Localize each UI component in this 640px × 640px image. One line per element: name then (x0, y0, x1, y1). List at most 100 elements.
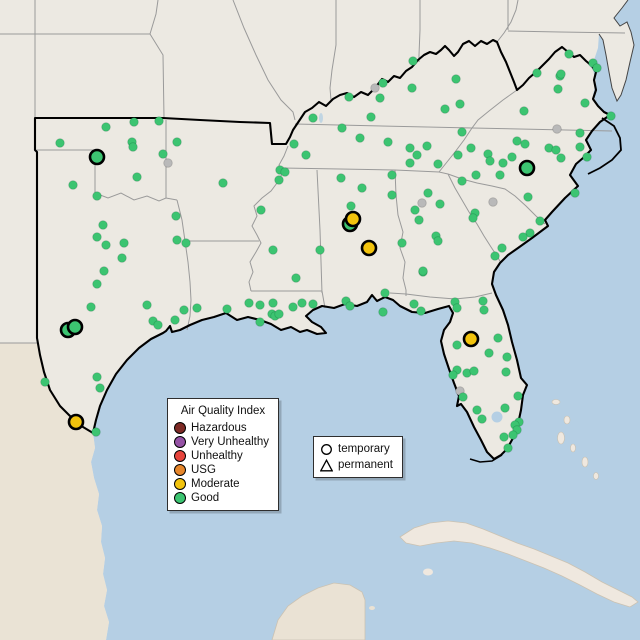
station-marker-good[interactable] (501, 367, 511, 377)
station-marker-good[interactable] (472, 405, 482, 415)
station-marker-large-good[interactable] (88, 148, 106, 166)
station-marker-good[interactable] (575, 128, 585, 138)
station-marker-good[interactable] (345, 301, 355, 311)
station-marker-good[interactable] (280, 167, 290, 177)
station-marker-good[interactable] (129, 117, 139, 127)
station-marker-good[interactable] (274, 309, 284, 319)
station-marker-good[interactable] (337, 123, 347, 133)
station-marker-good[interactable] (451, 74, 461, 84)
station-marker-good[interactable] (172, 235, 182, 245)
station-marker-good[interactable] (375, 93, 385, 103)
station-marker-good[interactable] (92, 279, 102, 289)
station-marker-good[interactable] (457, 176, 467, 186)
station-marker-good[interactable] (477, 414, 487, 424)
station-marker-good[interactable] (268, 245, 278, 255)
station-marker-good[interactable] (132, 172, 142, 182)
station-marker-good[interactable] (366, 112, 376, 122)
station-marker-good[interactable] (288, 302, 298, 312)
station-marker-good[interactable] (154, 116, 164, 126)
station-marker-good[interactable] (582, 152, 592, 162)
station-marker-good[interactable] (101, 240, 111, 250)
station-marker-good[interactable] (484, 348, 494, 358)
station-marker-good[interactable] (336, 173, 346, 183)
station-marker-missing[interactable] (370, 83, 380, 93)
station-marker-good[interactable] (455, 99, 465, 109)
station-marker-good[interactable] (291, 273, 301, 283)
station-marker-large-moderate[interactable] (462, 330, 480, 348)
station-marker-good[interactable] (308, 299, 318, 309)
station-marker-good[interactable] (397, 238, 407, 248)
station-marker-good[interactable] (158, 149, 168, 159)
station-marker-good[interactable] (101, 122, 111, 132)
station-marker-good[interactable] (86, 302, 96, 312)
station-marker-good[interactable] (570, 188, 580, 198)
station-marker-good[interactable] (468, 213, 478, 223)
station-marker-good[interactable] (422, 141, 432, 151)
station-marker-good[interactable] (485, 156, 495, 166)
station-marker-good[interactable] (405, 143, 415, 153)
station-marker-good[interactable] (519, 106, 529, 116)
station-marker-good[interactable] (170, 315, 180, 325)
station-marker-good[interactable] (378, 307, 388, 317)
station-marker-good[interactable] (308, 113, 318, 123)
station-marker-good[interactable] (466, 143, 476, 153)
station-marker-good[interactable] (222, 304, 232, 314)
station-marker-good[interactable] (387, 190, 397, 200)
station-marker-good[interactable] (387, 170, 397, 180)
station-marker-good[interactable] (192, 303, 202, 313)
station-marker-good[interactable] (580, 98, 590, 108)
station-marker-good[interactable] (355, 133, 365, 143)
station-marker-good[interactable] (255, 300, 265, 310)
station-marker-large-moderate[interactable] (360, 239, 378, 257)
station-marker-good[interactable] (525, 228, 535, 238)
station-marker-good[interactable] (412, 150, 422, 160)
station-marker-good[interactable] (357, 183, 367, 193)
station-marker-good[interactable] (99, 266, 109, 276)
station-marker-good[interactable] (244, 298, 254, 308)
station-marker-good[interactable] (256, 205, 266, 215)
station-marker-good[interactable] (523, 192, 533, 202)
station-marker-good[interactable] (507, 152, 517, 162)
station-marker-missing[interactable] (488, 197, 498, 207)
station-marker-good[interactable] (606, 111, 616, 121)
station-marker-good[interactable] (380, 288, 390, 298)
station-marker-good[interactable] (478, 296, 488, 306)
station-marker-large-good[interactable] (518, 159, 536, 177)
station-marker-good[interactable] (518, 232, 528, 242)
station-marker-good[interactable] (92, 372, 102, 382)
station-marker-good[interactable] (532, 68, 542, 78)
station-marker-large-moderate[interactable] (67, 413, 85, 431)
station-marker-good[interactable] (179, 305, 189, 315)
station-marker-good[interactable] (95, 383, 105, 393)
station-marker-good[interactable] (452, 340, 462, 350)
station-marker-good[interactable] (416, 306, 426, 316)
station-marker-good[interactable] (128, 142, 138, 152)
station-marker-good[interactable] (520, 139, 530, 149)
station-marker-good[interactable] (508, 430, 518, 440)
station-marker-large-moderate[interactable] (344, 210, 362, 228)
station-marker-large-good[interactable] (66, 318, 84, 336)
station-marker-good[interactable] (268, 298, 278, 308)
station-marker-good[interactable] (98, 220, 108, 230)
station-marker-good[interactable] (503, 443, 513, 453)
station-marker-good[interactable] (500, 403, 510, 413)
station-marker-good[interactable] (535, 216, 545, 226)
station-marker-good[interactable] (409, 299, 419, 309)
station-marker-good[interactable] (55, 138, 65, 148)
station-marker-good[interactable] (469, 366, 479, 376)
station-marker-good[interactable] (410, 205, 420, 215)
station-marker-good[interactable] (274, 175, 284, 185)
station-marker-good[interactable] (564, 49, 574, 59)
station-marker-good[interactable] (383, 137, 393, 147)
station-marker-good[interactable] (91, 427, 101, 437)
station-marker-good[interactable] (498, 158, 508, 168)
station-marker-good[interactable] (452, 303, 462, 313)
station-marker-good[interactable] (493, 333, 503, 343)
station-marker-good[interactable] (556, 69, 566, 79)
station-marker-good[interactable] (346, 201, 356, 211)
station-marker-good[interactable] (490, 251, 500, 261)
station-marker-good[interactable] (378, 78, 388, 88)
station-marker-good[interactable] (423, 188, 433, 198)
station-marker-good[interactable] (556, 153, 566, 163)
station-marker-good[interactable] (512, 136, 522, 146)
